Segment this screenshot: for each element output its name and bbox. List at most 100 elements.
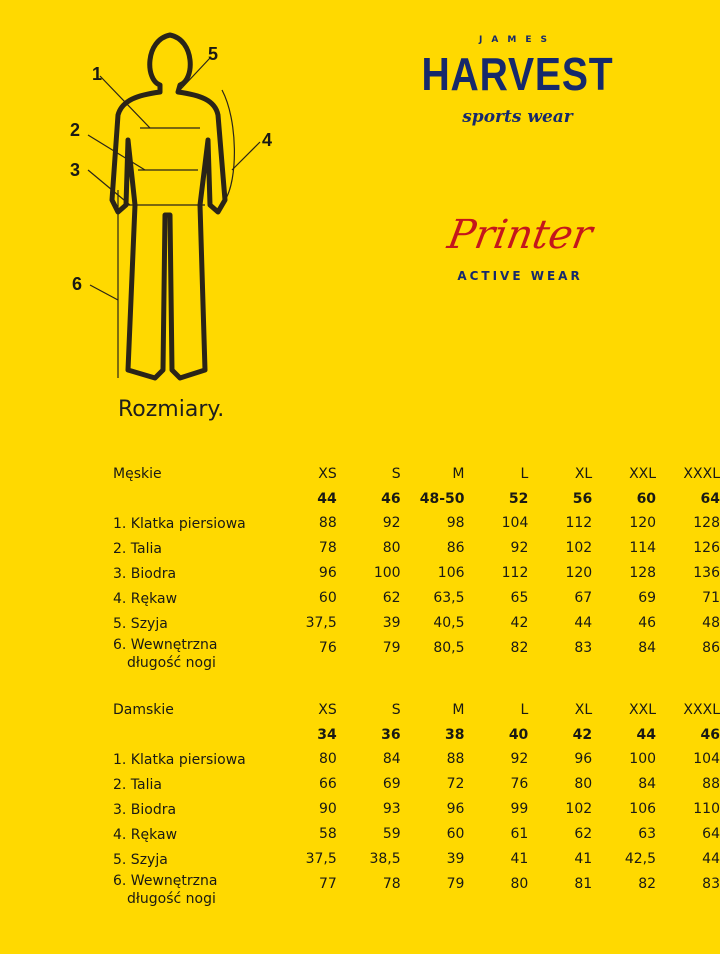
table-cell: 76 bbox=[510, 776, 529, 792]
table-cell: 104 bbox=[693, 751, 720, 767]
table-cell: 58 bbox=[318, 826, 337, 842]
table-cell: 60 bbox=[446, 826, 465, 842]
table-cell: 42 bbox=[510, 615, 529, 631]
page-title: Rozmiary. bbox=[118, 397, 225, 422]
row-label-text: 1. Klatka piersiowa bbox=[113, 515, 246, 532]
james-harvest-logo: JAMES HARVEST sports wear bbox=[400, 34, 635, 128]
row-label-text: 4. Rękaw bbox=[113, 826, 178, 843]
table-row: 5. Szyja 37,5 39 40,5 42 44 46 48 bbox=[113, 611, 720, 636]
figure-label-5: 5 bbox=[208, 44, 218, 64]
table-cell: 76 bbox=[318, 640, 337, 656]
table-cell: 40,5 bbox=[433, 615, 465, 631]
table-cell: 112 bbox=[501, 565, 529, 581]
size-number: 64 bbox=[700, 490, 720, 507]
row-label: 2. Talia bbox=[113, 772, 273, 797]
table-row: 6. Wewnętrzna długość nogi 76 79 80,5 82 83 84 8… bbox=[113, 636, 720, 672]
table-cell: 99 bbox=[510, 801, 529, 817]
logo-harvest: HARVEST bbox=[421, 48, 614, 100]
size-number-row: 34 36 38 40 42 44 46 bbox=[113, 722, 720, 747]
table-cell: 102 bbox=[565, 540, 593, 556]
size-label: L bbox=[520, 465, 529, 482]
size-number: 36 bbox=[381, 726, 401, 743]
table-cell: 112 bbox=[565, 515, 593, 531]
table-cell: 72 bbox=[446, 776, 465, 792]
size-table-mens: Męskie XS S M L XL XXL XXXL 44 46 48-50 52 56 60 64 1. … bbox=[113, 461, 720, 672]
table-cell: 86 bbox=[702, 640, 720, 656]
size-label: XXL bbox=[629, 701, 657, 718]
table-cell: 84 bbox=[382, 751, 401, 767]
row-label: 1. Klatka piersiowa bbox=[113, 511, 273, 536]
figure-label-6: 6 bbox=[72, 274, 82, 294]
table-cell: 39 bbox=[382, 615, 401, 631]
size-number: 56 bbox=[572, 490, 593, 507]
size-label: XS bbox=[318, 465, 337, 482]
table-cell: 69 bbox=[638, 590, 657, 606]
table-cell: 39 bbox=[446, 851, 465, 867]
table-cell: 93 bbox=[382, 801, 401, 817]
table-cell: 64 bbox=[702, 826, 720, 842]
table-cell: 80 bbox=[510, 876, 529, 892]
figure-label-2: 2 bbox=[70, 120, 80, 140]
size-label: S bbox=[391, 701, 401, 718]
table-cell: 126 bbox=[693, 540, 720, 556]
table-row: 3. Biodra 90 93 96 99 102 106 110 bbox=[113, 797, 720, 822]
table-cell: 62 bbox=[574, 826, 593, 842]
table-cell: 88 bbox=[318, 515, 337, 531]
size-number: 42 bbox=[572, 726, 593, 743]
table-cell: 83 bbox=[574, 640, 593, 656]
table-cell: 81 bbox=[574, 876, 593, 892]
table-cell: 77 bbox=[318, 876, 337, 892]
row-label: 1. Klatka piersiowa bbox=[113, 747, 273, 772]
size-number: 38 bbox=[444, 726, 465, 743]
table-cell: 82 bbox=[510, 640, 529, 656]
table-cell: 60 bbox=[318, 590, 337, 606]
table-row: 6. Wewnętrzna długość nogi 77 78 79 80 81 82 83 bbox=[113, 872, 720, 908]
row-label-text-2: długość nogi bbox=[127, 891, 216, 907]
size-number: 60 bbox=[636, 490, 657, 507]
figure-label-1: 1 bbox=[92, 64, 102, 84]
printer-logo: Printer ACTIVE WEAR bbox=[420, 206, 620, 284]
table-cell: 92 bbox=[382, 515, 401, 531]
size-header-row: Męskie XS S M L XL XXL XXXL bbox=[113, 461, 720, 486]
row-label-text: 2. Talia bbox=[113, 540, 162, 557]
row-label-text: 3. Biodra bbox=[113, 801, 177, 818]
row-label: 4. Rękaw bbox=[113, 586, 273, 611]
row-label: 3. Biodra bbox=[113, 797, 273, 822]
body-measurement-figure: 1 2 3 4 5 6 bbox=[70, 32, 272, 381]
size-number: 46 bbox=[381, 490, 401, 507]
table-cell: 80 bbox=[574, 776, 593, 792]
size-number: 52 bbox=[508, 490, 529, 507]
size-number: 40 bbox=[508, 726, 529, 743]
table-cell: 69 bbox=[382, 776, 401, 792]
size-label: XXXL bbox=[683, 465, 720, 482]
row-label: 3. Biodra bbox=[113, 561, 273, 586]
row-label-text-2: długość nogi bbox=[127, 655, 216, 671]
table-cell: 128 bbox=[629, 565, 657, 581]
table-cell: 65 bbox=[510, 590, 529, 606]
table-row: 2. Talia 66 69 72 76 80 84 88 bbox=[113, 772, 720, 797]
table-cell: 88 bbox=[446, 751, 465, 767]
row-label-text: 6. Wewnętrzna bbox=[113, 873, 218, 889]
table-cell: 62 bbox=[382, 590, 401, 606]
size-number: 48-50 bbox=[419, 490, 465, 507]
table-cell: 37,5 bbox=[305, 615, 337, 631]
table-cell: 120 bbox=[565, 565, 593, 581]
row-label: 2. Talia bbox=[113, 536, 273, 561]
table-row: 3. Biodra 96 100 106 112 120 128 136 bbox=[113, 561, 720, 586]
size-label: M bbox=[452, 701, 465, 718]
table-cell: 63 bbox=[638, 826, 657, 842]
table-row: 1. Klatka piersiowa 88 92 98 104 112 120 128 bbox=[113, 511, 720, 536]
table-cell: 79 bbox=[446, 876, 465, 892]
table-cell: 48 bbox=[702, 615, 720, 631]
size-label: M bbox=[452, 465, 465, 482]
table-cell: 66 bbox=[318, 776, 337, 792]
row-label-text: 3. Biodra bbox=[113, 565, 177, 582]
table-cell: 100 bbox=[629, 751, 657, 767]
table-cell: 120 bbox=[629, 515, 657, 531]
table-cell: 38,5 bbox=[369, 851, 401, 867]
size-number: 46 bbox=[700, 726, 720, 743]
row-label: 5. Szyja bbox=[113, 847, 273, 872]
table-row: 2. Talia 78 80 86 92 102 114 126 bbox=[113, 536, 720, 561]
table-cell: 44 bbox=[702, 851, 720, 867]
row-label: 4. Rękaw bbox=[113, 822, 273, 847]
